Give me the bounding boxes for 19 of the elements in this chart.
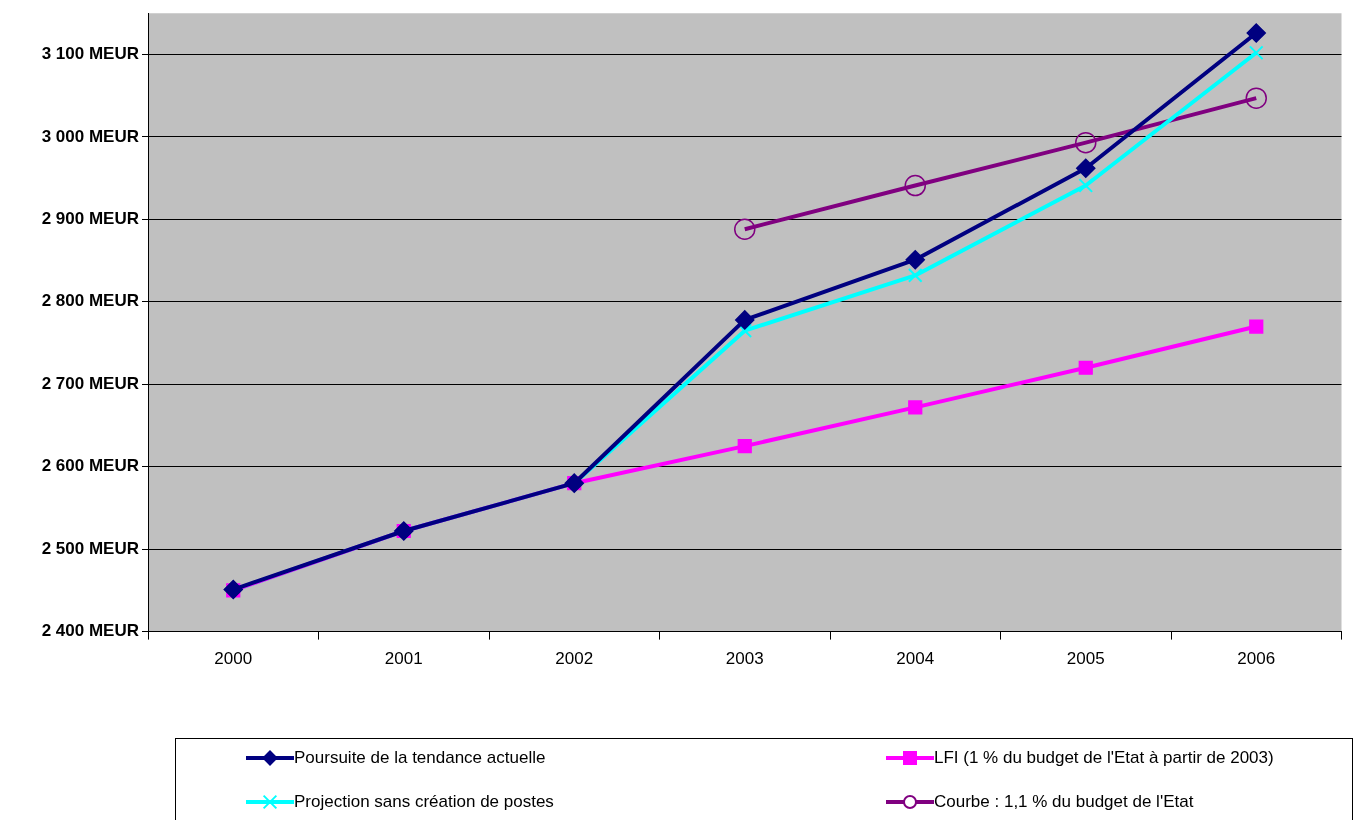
x-tick-label: 2001 [384, 649, 423, 669]
legend-label: Projection sans création de postes [294, 792, 554, 812]
y-tick-label: 2 900 MEUR [41, 209, 139, 229]
y-tick-label: 2 700 MEUR [41, 373, 139, 393]
x-tick-label: 2003 [725, 649, 764, 669]
y-tick-label: 3 000 MEUR [41, 126, 139, 146]
legend-label: LFI (1 % du budget de l'Etat à partir de 2003) [934, 748, 1274, 768]
legend-label: Courbe : 1,1 % du budget de l'Etat [934, 792, 1194, 812]
x-tick-label: 2000 [214, 649, 253, 669]
x-tick-label: 2002 [555, 649, 594, 669]
x-tick-label: 2005 [1066, 649, 1105, 669]
legend-label: Poursuite de la tendance actuelle [294, 748, 546, 768]
y-tick-label: 2 600 MEUR [41, 456, 139, 476]
y-tick-label: 2 500 MEUR [41, 538, 139, 558]
y-tick-label: 2 800 MEUR [41, 291, 139, 311]
x-tick-label: 2004 [896, 649, 935, 669]
x-tick-label: 2006 [1237, 649, 1276, 669]
y-tick-label: 3 100 MEUR [41, 44, 139, 64]
y-tick-label: 2 400 MEUR [41, 621, 139, 641]
